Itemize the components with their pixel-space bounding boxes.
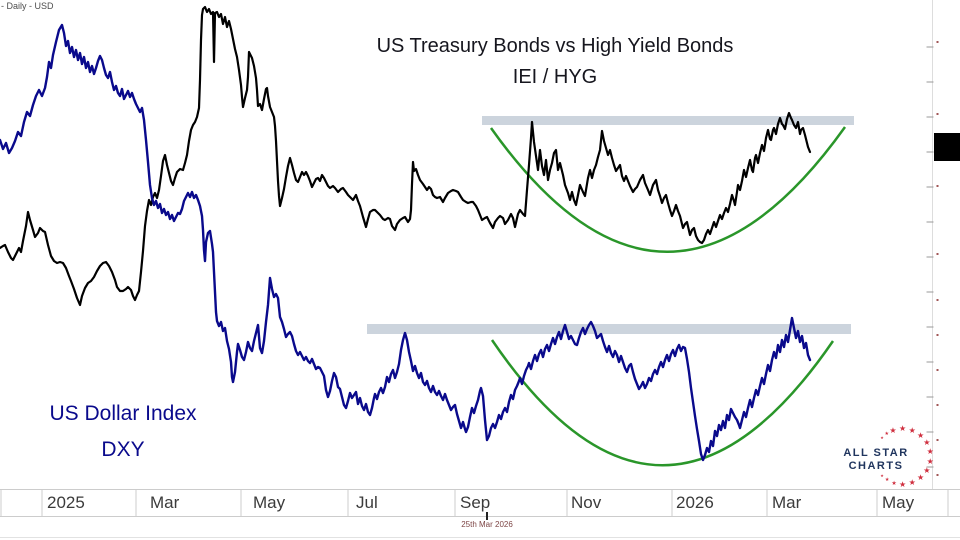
price-axis-dot (936, 474, 939, 476)
price-axis-dot (936, 253, 939, 255)
price-axis-dot (936, 113, 939, 115)
dxy-label-line2: DXY (101, 438, 145, 461)
date-axis-label-sep: Sep (460, 493, 491, 512)
price-axis-dot (936, 41, 939, 43)
date-axis-label-2026: 2026 (676, 493, 714, 512)
dxy-label-line1: US Dollar Index (49, 402, 197, 425)
chart-title: US Treasury Bonds vs High Yield Bonds (376, 35, 734, 57)
date-axis-label-mar: Mar (772, 493, 802, 512)
date-axis-label-2025: 2025 (47, 493, 85, 512)
price-axis-dot (936, 369, 939, 371)
price-axis-dot (936, 404, 939, 406)
cup-arc-1 (489, 126, 847, 253)
cup-pattern-arcs (489, 126, 847, 467)
price-axis-dot (936, 439, 939, 441)
price-axis (926, 0, 960, 490)
resistance-bar-2 (367, 324, 851, 334)
price-axis-dot (936, 299, 939, 301)
last-price-box (934, 133, 960, 161)
resistance-bar-1 (482, 116, 854, 125)
iei-hyg-series-line (0, 5, 812, 307)
date-axis-label-jul: Jul (356, 493, 378, 512)
price-axis-dot (936, 334, 939, 336)
chart-subtitle: IEI / HYG (512, 66, 598, 88)
date-axis-label-nov: Nov (571, 493, 602, 512)
date-axis-label-mar: Mar (150, 493, 180, 512)
dxy-series-line (0, 23, 812, 462)
date-note: 25th Mar 2026 (461, 520, 513, 529)
price-axis-dot (936, 185, 939, 187)
cup-arc-2 (490, 339, 835, 467)
resistance-bars (367, 116, 854, 334)
date-axis (0, 489, 960, 538)
date-axis-label-may: May (253, 493, 286, 512)
instrument-info: - Daily - USD (1, 1, 54, 11)
date-marker-tick (486, 512, 488, 520)
date-axis-label-may: May (882, 493, 915, 512)
